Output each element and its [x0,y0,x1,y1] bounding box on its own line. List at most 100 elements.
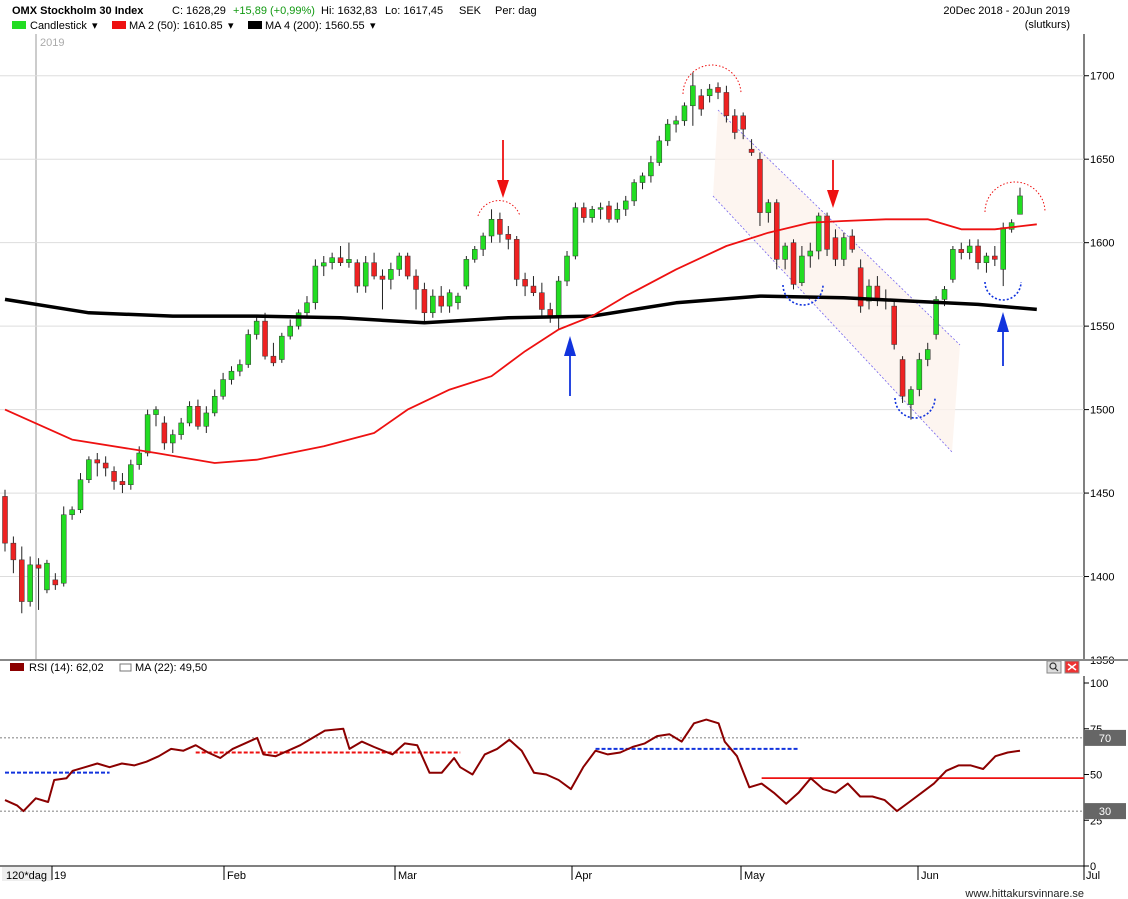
candle-body [354,262,361,287]
currency-label: SEK [459,5,482,17]
candle-body [924,349,931,360]
candle-body [153,409,159,415]
candle-body [472,249,478,260]
candle-body [371,262,377,277]
bottom-arc-annotation [984,281,1022,301]
candle-body [673,120,679,125]
legend-swatch-ma200 [248,21,262,29]
trend-channel [712,109,961,453]
candle-body [421,289,428,314]
candle-body [379,275,386,280]
candle-body [178,422,184,435]
candle-body [732,115,738,133]
candle-body [304,302,310,314]
legend-swatch-candlestick [12,21,26,29]
candle-body [975,245,981,263]
candle-body [245,334,252,365]
month-tick: Mar [398,870,417,882]
candle-body [463,259,470,287]
blue-arrow-up [564,336,576,396]
rsi-level-box [1084,803,1126,820]
candle-body [253,320,260,335]
candle-body [933,299,939,335]
candle-body [790,242,797,285]
candle-body [144,414,151,454]
candle-body [992,255,998,260]
candle-body [220,379,226,397]
rsi-tick-label: 100 [1090,678,1108,690]
candle-body [270,355,277,364]
price-tick-label: 1650 [1090,154,1114,166]
candle-body [413,275,419,290]
time-axis: 120*dag 19 Feb Mar Apr May Jun Jul www.h… [0,865,1100,899]
candle-body [346,259,352,263]
candle-body [480,235,486,250]
price-panel: 13501400145015001550160016501700 [0,34,1114,667]
month-tick: Jul [1086,870,1100,882]
price-marks [2,72,1037,614]
candle-body [69,509,75,516]
close-value: C: 1628,29 [172,5,226,17]
candle-body [497,219,503,235]
candle-body [748,148,755,153]
price-tick-label: 1500 [1090,405,1114,417]
candle-body [228,370,235,380]
close-icon[interactable] [1064,660,1080,674]
month-tick: Jun [921,870,939,882]
blue-arrow-up [997,312,1009,366]
rsi-legend-swatch [10,663,24,671]
candle-body [874,285,881,300]
candle-body [564,255,570,282]
candle-body [86,459,92,480]
candle-body [765,202,772,213]
rsi-marks [4,718,1084,813]
candle-body [35,564,42,569]
range-label-box [2,867,52,881]
dropdown-icon[interactable]: ▾ [92,20,98,32]
candle-body [10,542,17,561]
channel-fill [713,110,960,452]
candle-body [908,389,914,405]
candle-body [279,335,285,360]
candle-body [841,237,847,260]
candle-body [698,95,704,110]
candle-body [136,452,142,465]
channel-upper-line [717,109,961,346]
candle-body [606,205,612,220]
candle-body [488,219,495,237]
month-tick: Apr [575,870,592,882]
candle-body [950,249,956,280]
candle-body [807,250,814,257]
month-tick: Feb [227,870,246,882]
candle-body [170,434,176,444]
dropdown-icon[interactable]: ▾ [370,20,376,32]
candle-body [94,459,101,464]
candle-body [77,479,84,511]
candle-body [824,215,830,250]
candle-body [899,359,906,397]
red-arrow-down [827,160,839,208]
candle-body [60,514,67,584]
candle-body [455,295,461,304]
candle-body [337,257,344,263]
candle-body [656,140,663,163]
zoom-icon[interactable] [1046,660,1062,674]
candle-body [19,559,25,602]
candle-body [849,235,855,250]
candle-body [438,295,444,307]
dropdown-icon[interactable]: ▾ [228,20,234,32]
candle-body [2,496,8,544]
candle-body [203,412,210,427]
candle-body [312,265,319,304]
rsi-level-box [1084,729,1126,746]
candle-body [119,481,126,485]
candle-body [539,292,545,310]
candle-body [631,182,637,202]
candle-body [757,158,763,213]
candle-body [396,255,403,270]
range-label: 120*dag [6,870,47,882]
candle-body [572,207,579,257]
candle-body [1017,195,1023,215]
